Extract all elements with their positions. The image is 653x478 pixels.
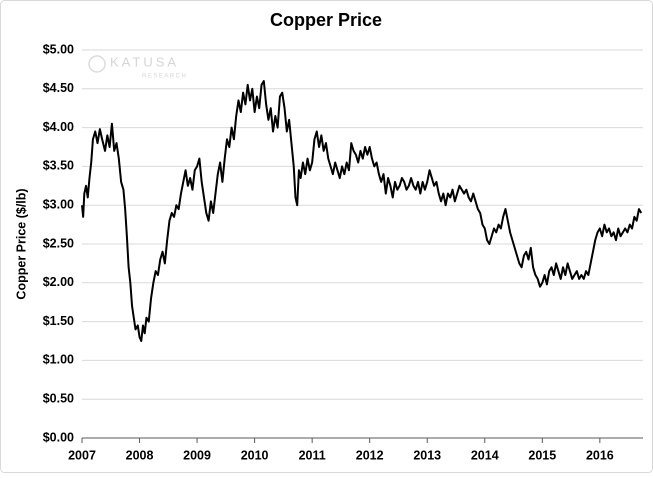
y-tick-label: $2.50 xyxy=(43,236,74,250)
y-axis-label: Copper Price ($/lb) xyxy=(14,188,28,299)
x-tick-label: 2010 xyxy=(241,448,269,462)
x-tick-label: 2009 xyxy=(183,448,211,462)
axes: $0.00 $0.50 $1.00 $1.50 $2.00 $2.50 $3.00 $3.50… xyxy=(43,42,643,462)
chart-title: Copper Price xyxy=(270,10,382,30)
x-tick-label: 2007 xyxy=(68,448,96,462)
x-tick-label: 2014 xyxy=(471,448,499,462)
x-tick-label: 2016 xyxy=(586,448,614,462)
y-tick-label: $2.00 xyxy=(43,275,74,289)
y-tick-label: $1.00 xyxy=(43,353,74,367)
x-tick-label: 2015 xyxy=(528,448,556,462)
price-line xyxy=(81,80,643,342)
y-tick-label: $4.00 xyxy=(43,120,74,134)
watermark: KATUSA RESEARCH xyxy=(88,54,187,80)
y-tick-label: $5.00 xyxy=(43,42,74,56)
x-tick-label: 2011 xyxy=(299,448,326,462)
y-tick-label: $1.50 xyxy=(43,314,74,328)
y-tick-label: $3.50 xyxy=(43,159,74,173)
watermark-text: KATUSA xyxy=(110,54,179,69)
plot-area xyxy=(81,80,643,342)
y-tick-label: $0.50 xyxy=(43,391,74,405)
x-tick-label: 2008 xyxy=(126,448,154,462)
y-tick-label: $0.00 xyxy=(43,430,74,444)
x-tick-label: 2013 xyxy=(413,448,441,462)
y-tick-label: $4.50 xyxy=(43,81,74,95)
y-tick-label: $3.00 xyxy=(43,197,74,211)
watermark-subtext: RESEARCH xyxy=(142,74,187,80)
x-tick-label: 2012 xyxy=(356,448,384,462)
watermark-icon xyxy=(88,55,106,73)
